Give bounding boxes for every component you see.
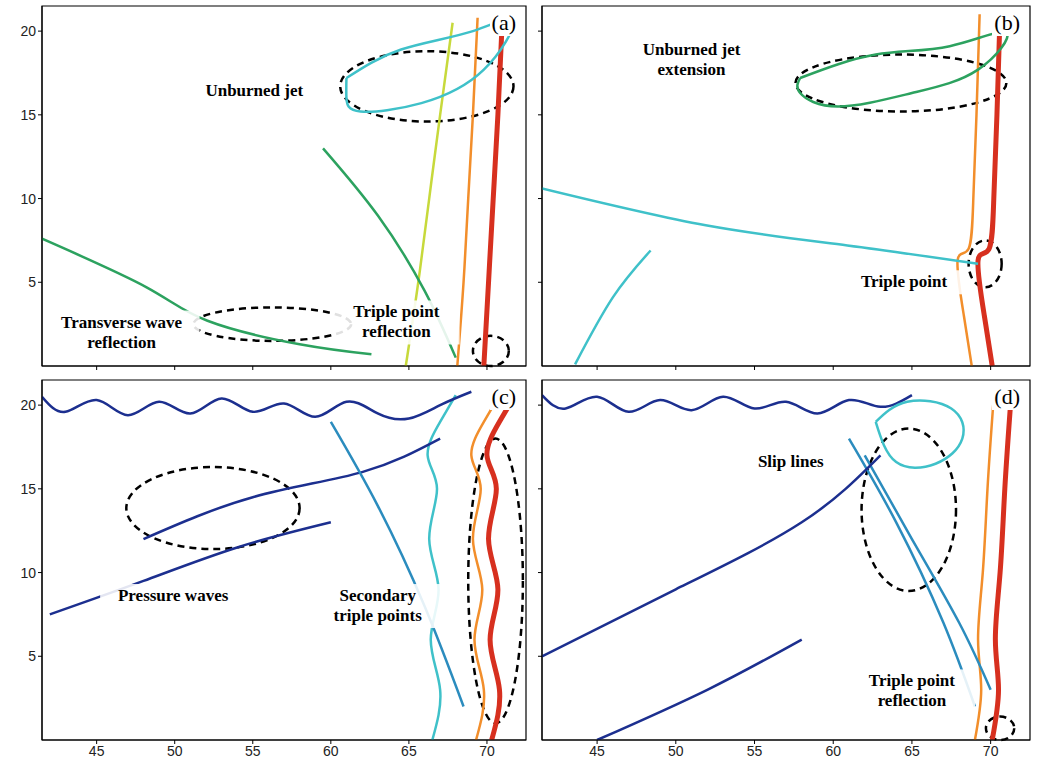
svg-text:triple points: triple points xyxy=(334,606,423,625)
svg-text:60: 60 xyxy=(323,743,339,759)
html-text:(c): (c) xyxy=(491,384,516,409)
svg-text:Unburned jet: Unburned jet xyxy=(205,81,303,100)
svg-text:70: 70 xyxy=(479,743,495,759)
svg-text:45: 45 xyxy=(89,743,105,759)
svg-text:reflection: reflection xyxy=(362,322,431,341)
html-text:(b): (b) xyxy=(994,10,1020,35)
svg-text:Transverse wave: Transverse wave xyxy=(61,313,182,332)
svg-text:55: 55 xyxy=(747,743,763,759)
svg-text:50: 50 xyxy=(167,743,183,759)
html-text:(a): (a) xyxy=(491,10,516,35)
svg-text:10: 10 xyxy=(20,565,36,581)
svg-text:15: 15 xyxy=(20,481,36,497)
svg-text:65: 65 xyxy=(401,743,417,759)
svg-text:70: 70 xyxy=(983,743,999,759)
svg-text:extension: extension xyxy=(658,60,727,79)
svg-text:reflection: reflection xyxy=(878,691,947,710)
svg-text:10: 10 xyxy=(20,191,36,207)
svg-text:60: 60 xyxy=(825,743,841,759)
svg-text:20: 20 xyxy=(20,23,36,39)
svg-text:Triple point: Triple point xyxy=(869,671,955,690)
svg-text:Slip lines: Slip lines xyxy=(758,452,824,471)
svg-text:5: 5 xyxy=(28,648,36,664)
svg-text:20: 20 xyxy=(20,397,36,413)
svg-text:Secondary: Secondary xyxy=(339,586,416,605)
svg-text:reflection: reflection xyxy=(87,333,156,352)
html-text:(d): (d) xyxy=(994,384,1020,409)
svg-text:Triple point: Triple point xyxy=(861,272,947,291)
svg-text:50: 50 xyxy=(668,743,684,759)
svg-text:65: 65 xyxy=(904,743,920,759)
svg-text:Pressure waves: Pressure waves xyxy=(118,586,229,605)
svg-text:45: 45 xyxy=(589,743,605,759)
svg-text:55: 55 xyxy=(245,743,261,759)
svg-text:5: 5 xyxy=(28,274,36,290)
svg-text:15: 15 xyxy=(20,107,36,123)
svg-text:Triple point: Triple point xyxy=(353,302,439,321)
svg-text:Unburned jet: Unburned jet xyxy=(643,40,741,59)
